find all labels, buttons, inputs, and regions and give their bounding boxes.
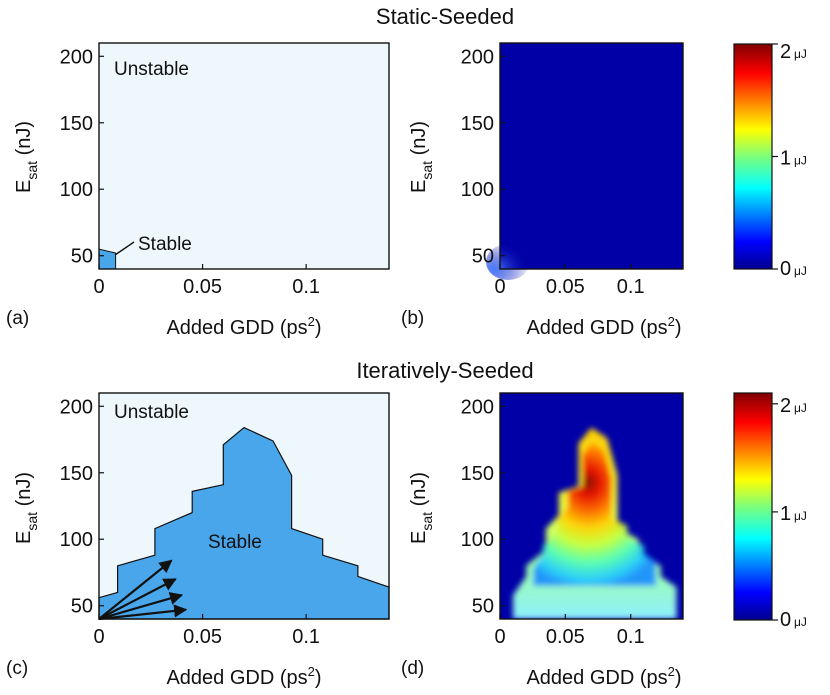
panel-c-stable-label: Stable <box>208 532 262 553</box>
panel-a-y-tick-label: 100 <box>60 179 93 201</box>
panel-b-hot-spot <box>486 244 530 280</box>
panel-d-frame <box>499 392 684 620</box>
panel-d-x-ticks: 0 0.05 0.1 <box>494 614 645 648</box>
panel-a-stable-label: Stable <box>138 234 192 255</box>
panel-b-y-tick-label: 100 <box>461 179 494 201</box>
panel-a-stable-pointer <box>114 241 135 256</box>
colorbar-bottom-tick-label: 1 <box>780 503 791 525</box>
panel-c-y-tick-label: 200 <box>60 396 93 418</box>
panel-c-arrow-4 <box>98 604 188 621</box>
panel-c-y-tick-label: 50 <box>71 596 93 618</box>
section-title-static: Static-Seeded <box>376 4 514 29</box>
panel-c: Unstable Stable 200 150 100 50 0 0.05 0.1 (c)… <box>6 392 390 689</box>
colorbar-bottom-ticks: 2 μJ1 μJ0 μJ <box>772 395 807 631</box>
panel-a: Unstable Stable 200 150 100 50 0 0.05 0.1 (a)… <box>6 42 390 339</box>
panel-d-x-tick-label: 0 <box>494 626 505 648</box>
panel-d-y-tick-label: 200 <box>461 396 494 418</box>
panel-c-arrow-1 <box>98 559 173 620</box>
colorbar-top-scale <box>733 43 773 270</box>
panel-a-y-ticks: 200 150 100 50 <box>60 46 104 268</box>
panel-c-y-ticks: 200 150 100 50 <box>60 396 104 618</box>
panel-d-energy-map <box>533 442 656 586</box>
colorbar-top-tick-unit: μJ <box>794 47 807 61</box>
panel-a-x-axis-label: Added GDD (ps2) <box>166 314 321 339</box>
panel-b-label: (b) <box>401 308 424 329</box>
panel-a-y-tick-label: 200 <box>60 46 93 68</box>
panel-b-y-ticks: 200 150 100 50 <box>461 46 505 268</box>
panel-a-y-tick-label: 150 <box>60 113 93 135</box>
panel-d-label: (d) <box>401 658 424 679</box>
panel-c-y-axis-label: Esat (nJ) <box>13 472 40 544</box>
panel-d-x-axis-label: Added GDD (ps2) <box>526 664 681 689</box>
panel-c-unstable-label: Unstable <box>114 402 189 423</box>
colorbar-top-tick-unit: μJ <box>794 264 807 278</box>
panel-c-x-ticks: 0 0.05 0.1 <box>93 614 320 648</box>
panel-a-y-tick-label: 50 <box>71 246 93 268</box>
panel-c-arrow-3 <box>98 592 184 621</box>
panel-d-y-tick-label: 150 <box>461 463 494 485</box>
panel-b: 200 150 100 50 0 0.05 0.1 (b) Added GDD (ps2)… <box>401 42 684 339</box>
panel-c-x-tick-label: 0.05 <box>183 626 222 648</box>
panel-a-y-axis-label: Esat (nJ) <box>13 121 40 193</box>
panel-b-y-axis-label: Esat (nJ) <box>408 121 435 193</box>
panel-a-unstable-label: Unstable <box>114 59 189 80</box>
panel-a-x-tick-label: 0.1 <box>292 276 320 298</box>
colorbar-top-tick-label: 2 <box>780 41 791 63</box>
section-title-iterative: Iteratively-Seeded <box>356 358 533 383</box>
panel-d-y-ticks: 200 150 100 50 <box>461 396 505 618</box>
colorbar-bottom-tick-label: 0 <box>780 609 791 631</box>
panel-b-plot-area <box>500 43 683 269</box>
panel-b-x-ticks: 0 0.05 0.1 <box>494 264 645 298</box>
colorbar-bottom-tick-label: 2 <box>780 395 791 417</box>
colorbar-bottom-scale <box>733 392 773 621</box>
panel-b-x-tick-label: 0.05 <box>546 276 585 298</box>
panel-a-x-tick-label: 0.05 <box>183 276 222 298</box>
panel-c-frame <box>98 392 390 620</box>
colorbar-bottom: 2 μJ1 μJ0 μJ <box>733 392 807 631</box>
colorbar-bottom-tick-unit: μJ <box>794 509 807 523</box>
panel-c-arrow-2 <box>98 578 177 620</box>
panel-a-label: (a) <box>6 308 29 329</box>
panel-b-x-tick-label: 0 <box>494 276 505 298</box>
panel-c-x-axis-label: Added GDD (ps2) <box>166 664 321 689</box>
panel-d-y-tick-label: 50 <box>472 596 494 618</box>
panel-b-y-tick-label: 150 <box>461 113 494 135</box>
colorbar-bottom-tick-unit: μJ <box>794 401 807 415</box>
panel-d-y-tick-label: 100 <box>461 529 494 551</box>
panel-a-plot-area <box>99 43 389 269</box>
panel-d-x-tick-label: 0.1 <box>617 626 645 648</box>
colorbar-top-tick-label: 0 <box>780 258 791 280</box>
colorbar-bottom-tick-unit: μJ <box>794 615 807 629</box>
panel-a-stable-region <box>98 248 117 270</box>
panel-a-x-ticks: 0 0.05 0.1 <box>93 264 320 298</box>
panel-c-label: (c) <box>6 658 28 679</box>
panel-b-y-tick-label: 50 <box>472 246 494 268</box>
panel-c-x-tick-label: 0 <box>93 626 104 648</box>
panel-b-y-tick-label: 200 <box>461 46 494 68</box>
panel-d-y-axis-label: Esat (nJ) <box>408 472 435 544</box>
colorbar-top: 2 μJ1 μJ0 μJ <box>733 41 807 280</box>
panel-a-frame <box>98 42 390 270</box>
panel-c-arrows <box>98 559 188 621</box>
panel-c-y-tick-label: 150 <box>60 463 93 485</box>
panel-c-y-tick-label: 100 <box>60 529 93 551</box>
colorbar-top-ticks: 2 μJ1 μJ0 μJ <box>772 41 807 280</box>
colorbar-top-tick-label: 1 <box>780 148 791 170</box>
panel-c-x-tick-label: 0.1 <box>292 626 320 648</box>
colorbar-top-tick-unit: μJ <box>794 154 807 168</box>
panel-b-frame <box>499 42 684 270</box>
panel-b-x-axis-label: Added GDD (ps2) <box>526 314 681 339</box>
panel-a-x-tick-label: 0 <box>93 276 104 298</box>
panel-d-x-tick-label: 0.05 <box>546 626 585 648</box>
panel-b-x-tick-label: 0.1 <box>617 276 645 298</box>
panel-d: 200 150 100 50 0 0.05 0.1 (d) Added GDD (ps2)… <box>401 392 684 689</box>
